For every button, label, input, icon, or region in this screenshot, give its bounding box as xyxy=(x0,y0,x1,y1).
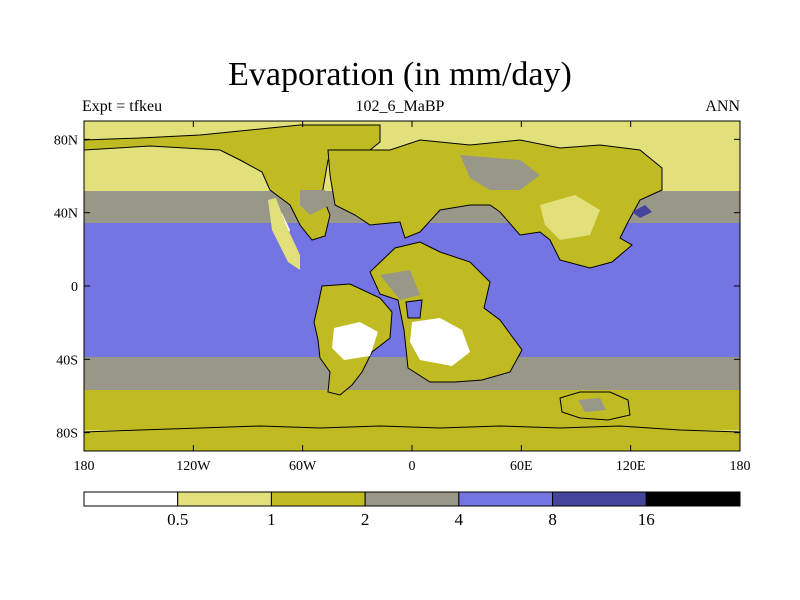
colorbar-label: 16 xyxy=(638,510,655,529)
colorbar-bin xyxy=(552,491,647,507)
x-tick-label: 0 xyxy=(409,459,416,474)
north-america-interior xyxy=(300,190,330,215)
y-axis: 80N 40N 0 40S 80S xyxy=(54,133,740,442)
experiment-label: Expt = tfkeu xyxy=(82,98,163,115)
season-label: ANN xyxy=(705,98,740,115)
y-tick-label: 40S xyxy=(56,353,78,368)
eurasia-margin xyxy=(540,195,600,240)
x-tick-label: 180 xyxy=(730,459,751,474)
x-tick-label: 120E xyxy=(616,459,646,474)
x-tick-label: 60W xyxy=(289,459,317,474)
map-title: Evaporation (in mm/day) xyxy=(228,56,572,93)
south-america-desert xyxy=(332,322,378,360)
colorbar-bin xyxy=(458,491,554,507)
x-axis: 180 120W 60W 0 60E 120E 180 xyxy=(74,121,751,474)
north-america-margin xyxy=(268,198,300,270)
antarctica xyxy=(84,425,740,451)
colorbar-bin xyxy=(83,491,179,507)
colorbar: 0.5 1 2 4 8 16 xyxy=(83,491,741,529)
colorbar-bin xyxy=(364,491,460,507)
africa-gulf xyxy=(405,299,423,319)
y-tick-label: 80N xyxy=(54,133,78,148)
colorbar-label: 0.5 xyxy=(167,510,188,529)
eurasia-interior xyxy=(460,155,540,190)
colorbar-bin xyxy=(270,491,366,507)
colorbar-label: 1 xyxy=(267,510,276,529)
y-tick-label: 0 xyxy=(71,280,78,295)
colorbar-label: 8 xyxy=(548,510,557,529)
x-tick-label: 120W xyxy=(176,459,211,474)
y-tick-label: 40N xyxy=(54,207,78,222)
x-tick-label: 60E xyxy=(510,459,533,474)
x-tick-label: 180 xyxy=(74,459,95,474)
africa-interior xyxy=(380,270,420,300)
africa-desert xyxy=(410,318,470,366)
inland-sea xyxy=(632,205,652,218)
colorbar-bin xyxy=(177,491,272,507)
band-southern-ocean xyxy=(84,390,740,430)
australia-interior xyxy=(578,398,606,412)
y-tick-label: 80S xyxy=(56,427,78,442)
colorbar-bin xyxy=(645,491,741,507)
colorbar-label: 2 xyxy=(361,510,370,529)
colorbar-label: 4 xyxy=(455,510,464,529)
map-field xyxy=(84,121,740,451)
period-label: 102_6_MaBP xyxy=(355,98,445,115)
